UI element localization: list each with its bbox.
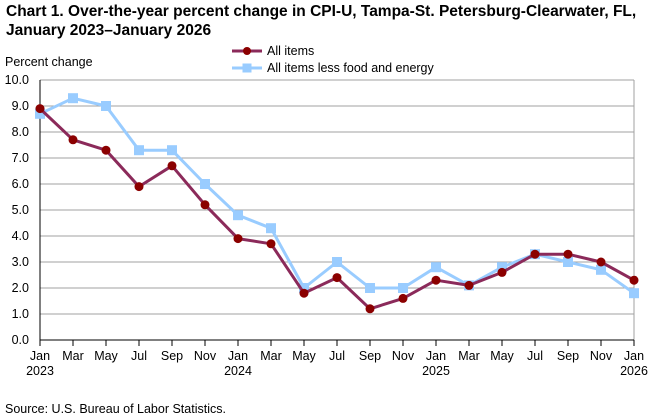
x-tick-label: Jan [624, 349, 644, 363]
x-tick-label: Mar [458, 349, 480, 363]
data-point-all-items [596, 257, 606, 267]
data-point-all-items [299, 288, 309, 298]
data-point-all-items [563, 249, 573, 259]
data-point-core [134, 145, 144, 156]
x-tick-label: Jul [527, 349, 543, 363]
legend-marker [242, 63, 252, 73]
y-axis-label: Percent change [5, 55, 93, 69]
data-point-all-items [266, 239, 276, 249]
data-point-all-items [233, 234, 243, 244]
data-point-all-items [497, 267, 507, 277]
data-point-core [200, 179, 210, 189]
data-point-core [299, 283, 309, 293]
data-point-all-items [629, 275, 639, 285]
x-tick-label: Sep [359, 349, 381, 363]
x-tick-label: Sep [161, 349, 183, 363]
data-point-core [266, 223, 276, 234]
data-point-core [35, 108, 45, 119]
x-tick-label: Mar [260, 349, 282, 363]
y-tick-label: 5.0 [12, 203, 29, 217]
x-tick-label: May [94, 349, 118, 363]
data-point-all-items [332, 273, 342, 283]
x-tick-label: Jan [228, 349, 248, 363]
legend-marker [243, 47, 251, 55]
data-point-core [431, 262, 441, 273]
y-tick-label: 2.0 [12, 281, 29, 295]
y-tick-label: 9.0 [12, 99, 29, 113]
x-tick-year-label: 2024 [224, 364, 252, 378]
x-tick-label: Jul [329, 349, 345, 363]
x-tick-year-label: 2026 [620, 364, 648, 378]
data-point-core [398, 283, 408, 293]
y-tick-label: 7.0 [12, 151, 29, 165]
chart-title: Chart 1. Over-the-year percent change in… [6, 3, 637, 39]
data-point-all-items [365, 304, 375, 314]
y-tick-label: 4.0 [12, 229, 29, 243]
x-tick-label: Nov [194, 349, 217, 363]
data-point-core [167, 145, 177, 156]
data-point-all-items [464, 280, 474, 290]
x-tick-label: Sep [557, 349, 579, 363]
y-tick-label: 1.0 [12, 307, 29, 321]
y-tick-label: 10.0 [5, 73, 29, 87]
data-point-core [497, 262, 507, 273]
data-point-core [233, 210, 243, 221]
y-tick-label: 0.0 [12, 333, 29, 347]
y-tick-label: 3.0 [12, 255, 29, 269]
x-tick-label: Jan [426, 349, 446, 363]
data-point-all-items [200, 200, 210, 210]
x-tick-label: May [490, 349, 514, 363]
source-note: Source: U.S. Bureau of Labor Statistics. [5, 402, 226, 416]
x-tick-year-label: 2023 [26, 364, 54, 378]
x-tick-label: Mar [62, 349, 84, 363]
data-point-core [332, 257, 342, 267]
x-tick-label: Jan [30, 349, 50, 363]
y-tick-label: 8.0 [12, 125, 29, 139]
y-tick-label: 6.0 [12, 177, 29, 191]
x-tick-label: Nov [392, 349, 415, 363]
data-point-all-items [134, 182, 144, 192]
legend-label: All items [267, 44, 314, 58]
data-point-all-items [167, 161, 177, 171]
data-point-core [101, 101, 111, 111]
data-point-core [68, 93, 78, 104]
data-point-all-items [101, 145, 111, 155]
x-tick-label: Jul [131, 349, 147, 363]
data-point-core [563, 257, 573, 267]
legend-label: All items less food and energy [267, 61, 435, 75]
data-point-all-items [35, 104, 45, 114]
data-point-core [629, 288, 639, 299]
data-point-all-items [431, 275, 441, 285]
data-point-all-items [398, 293, 408, 303]
x-tick-label: Nov [590, 349, 613, 363]
data-point-core [596, 264, 606, 275]
data-point-core [365, 283, 375, 293]
x-tick-year-label: 2025 [422, 364, 450, 378]
data-point-all-items [68, 135, 78, 145]
data-point-all-items [530, 249, 540, 259]
x-tick-label: May [292, 349, 316, 363]
